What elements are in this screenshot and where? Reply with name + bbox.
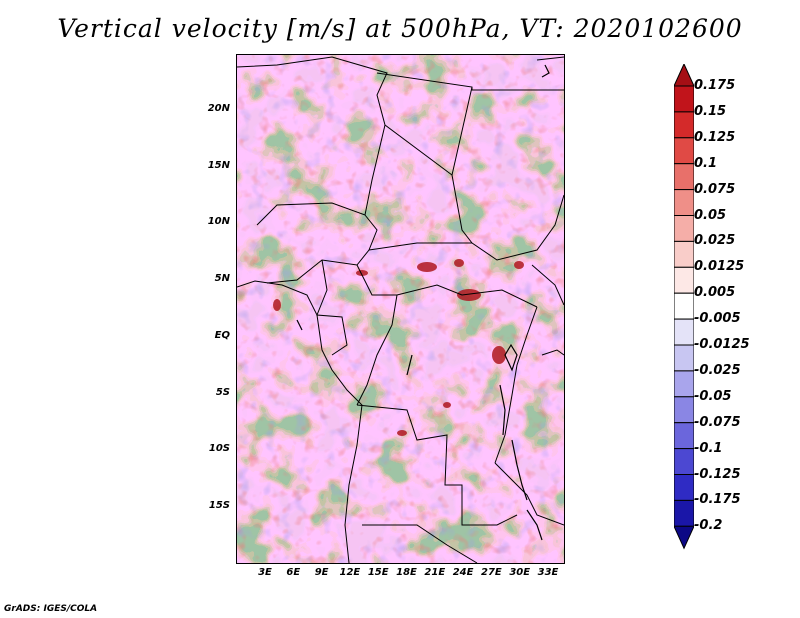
lat-label: 5N xyxy=(214,273,230,285)
colorbar-label: 0.025 xyxy=(694,233,736,249)
colorbar-swatch xyxy=(674,85,694,113)
colorbar-label: -0.1 xyxy=(694,440,723,456)
colorbar-label: 0.075 xyxy=(694,181,736,197)
colorbar-label: -0.175 xyxy=(694,492,741,508)
lon-label: 6E xyxy=(286,567,301,578)
footer-credit: GrADS: IGES/COLA xyxy=(4,604,98,614)
lat-label: 10N xyxy=(207,216,230,228)
lat-label: EQ xyxy=(214,329,230,341)
lon-label: 18E xyxy=(396,567,417,578)
lon-label: 15E xyxy=(367,567,389,578)
colorbar-swatch xyxy=(674,370,694,398)
lon-label: 3E xyxy=(258,567,272,578)
map-title: Vertical velocity [m/s] at 500hPa, VT: 2… xyxy=(57,14,743,43)
colorbar-swatch xyxy=(674,422,694,450)
vertical-velocity-field xyxy=(237,55,564,563)
colorbar-label: -0.005 xyxy=(694,311,741,327)
colorbar-label: 0.125 xyxy=(694,129,736,145)
colorbar-swatch xyxy=(674,266,694,294)
strong-updraft-cells xyxy=(273,259,524,436)
colorbar-label: -0.2 xyxy=(694,518,723,534)
colorbar-label: 0.0125 xyxy=(694,259,745,275)
colorbar-swatch xyxy=(674,240,694,268)
country-boundaries xyxy=(237,56,564,563)
colorbar-label: 0.1 xyxy=(694,155,718,171)
colorbar-swatch xyxy=(674,499,694,527)
lakes xyxy=(296,64,550,541)
colorbar-swatch xyxy=(674,215,694,242)
lat-label: 5S xyxy=(215,386,230,398)
colorbar xyxy=(674,64,694,550)
colorbar-max-arrow xyxy=(674,64,694,87)
colorbar-label: -0.075 xyxy=(694,414,741,430)
colorbar-min-arrow xyxy=(674,525,694,550)
colorbar-label: 0.005 xyxy=(694,285,736,301)
lon-label: 12E xyxy=(339,567,361,578)
colorbar-swatch xyxy=(674,111,694,139)
field-downward-detail xyxy=(237,55,564,563)
colorbar-swatch xyxy=(674,448,694,476)
lat-label: 15N xyxy=(207,159,230,171)
colorbar-swatch xyxy=(674,189,694,216)
lon-label: 27E xyxy=(481,567,502,578)
colorbar-label: -0.0125 xyxy=(694,337,750,352)
colorbar-label: 0.15 xyxy=(694,103,727,119)
lon-label: 33E xyxy=(537,567,559,578)
colorbar-swatch xyxy=(674,396,694,424)
colorbar-swatch xyxy=(674,137,694,165)
lon-label: 30E xyxy=(509,567,531,578)
colorbar-swatch xyxy=(674,318,694,346)
lat-label: 20N xyxy=(207,103,230,114)
colorbar-label: 0.05 xyxy=(694,207,727,223)
colorbar-swatch xyxy=(674,163,694,191)
colorbar-label: -0.05 xyxy=(694,388,732,404)
colorbar-swatch xyxy=(674,474,694,501)
lon-label: 24E xyxy=(452,567,474,578)
map-panel xyxy=(236,54,565,564)
lon-label: 21E xyxy=(424,567,446,578)
colorbar-label: -0.125 xyxy=(694,466,741,482)
colorbar-swatch xyxy=(674,344,694,372)
lat-label: 10S xyxy=(208,443,230,455)
colorbar-swatch xyxy=(674,292,694,320)
lat-label: 15S xyxy=(208,499,230,511)
colorbar-label: 0.175 xyxy=(694,78,736,93)
colorbar-label: -0.025 xyxy=(694,362,741,378)
lon-label: 9E xyxy=(314,567,329,578)
